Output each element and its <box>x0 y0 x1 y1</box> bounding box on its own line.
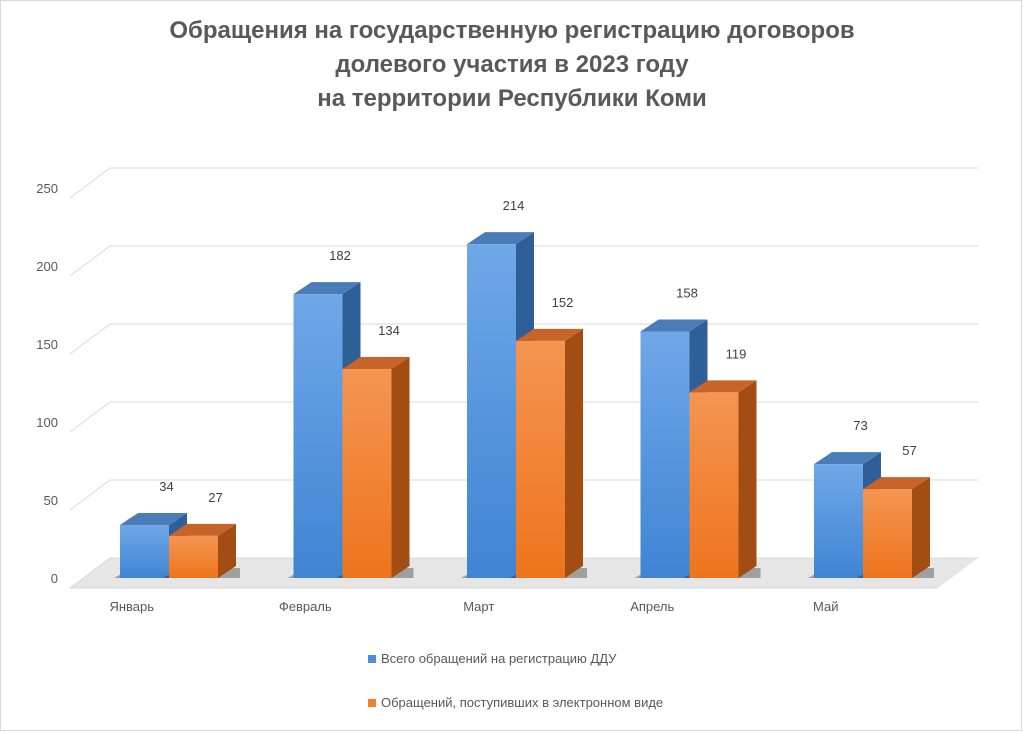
bar-front <box>814 464 863 578</box>
data-label: 214 <box>503 198 525 213</box>
chart-title-line-3: на территории Республики Коми <box>317 85 707 112</box>
bar-side <box>565 328 583 578</box>
data-labels: 34 27 182 134 214 152 158 119 73 57 <box>159 198 916 505</box>
chart-title: Обращения на государственную регистрацию… <box>0 14 1024 116</box>
y-axis: 0 50 100 150 200 250 <box>36 181 938 589</box>
gridline <box>69 245 978 277</box>
bar-side <box>738 380 757 578</box>
bar-top <box>640 319 708 332</box>
y-tick-label: 0 <box>51 571 58 586</box>
data-label: 182 <box>329 248 351 263</box>
chart-title-line-2: долевого участия в 2023 году <box>335 51 689 78</box>
x-tick-label: Март <box>463 599 494 614</box>
bar-front <box>640 331 690 578</box>
bar-top <box>814 452 881 465</box>
legend-swatch-orange <box>368 698 376 707</box>
data-label: 73 <box>853 418 867 433</box>
bar-top <box>516 328 583 341</box>
bar-side <box>912 477 930 578</box>
data-label: 134 <box>378 323 400 338</box>
bar-front <box>169 535 218 578</box>
bar-electronic <box>336 356 414 578</box>
bars <box>114 232 934 578</box>
bar-side <box>391 356 410 578</box>
data-label: 34 <box>159 479 173 494</box>
x-axis: Январь Февраль Март Апрель Май <box>109 599 838 614</box>
data-label: 158 <box>676 286 698 301</box>
legend-item-electronic: Обращений, поступивших в электронном вид… <box>368 695 663 710</box>
y-tick-label: 200 <box>36 259 58 274</box>
x-tick-label: Февраль <box>279 599 332 614</box>
legend-swatch-blue <box>368 654 376 663</box>
bar-front <box>342 368 392 578</box>
y-tick-label: 150 <box>36 337 58 352</box>
bar-side <box>218 523 236 578</box>
data-label: 57 <box>902 443 916 458</box>
legend-label-total: Всего обращений на регистрацию ДДУ <box>381 651 617 666</box>
bar-top <box>863 477 930 490</box>
bar-top <box>689 380 757 393</box>
data-label: 152 <box>552 295 574 310</box>
bar-electronic <box>683 380 761 578</box>
y-tick-label: 100 <box>36 415 58 430</box>
y-tick-label: 250 <box>36 181 58 196</box>
data-label: 27 <box>208 490 222 505</box>
bar-top <box>120 512 187 525</box>
data-label: 119 <box>726 346 747 361</box>
chart-title-line-1: Обращения на государственную регистрацию… <box>169 17 855 44</box>
y-tick-label: 50 <box>44 493 58 508</box>
bar-electronic <box>857 477 934 578</box>
legend-label-electronic: Обращений, поступивших в электронном вид… <box>381 695 664 710</box>
bar-top <box>169 523 236 536</box>
bar-front <box>293 294 343 578</box>
bar-electronic <box>510 328 587 578</box>
bar-front <box>689 392 739 578</box>
legend-item-total: Всего обращений на регистрацию ДДУ <box>368 651 616 666</box>
x-tick-label: Май <box>813 599 838 614</box>
bar-electronic <box>163 523 240 578</box>
gridline <box>69 167 978 199</box>
bar-top <box>467 232 534 245</box>
bar-front <box>863 489 912 578</box>
x-tick-label: Январь <box>109 599 154 614</box>
bar-front <box>120 524 169 578</box>
bar-top <box>293 282 361 295</box>
x-tick-label: Апрель <box>630 599 674 614</box>
bar-front <box>516 340 565 578</box>
bar-front <box>467 244 516 578</box>
bar-top <box>342 356 410 369</box>
